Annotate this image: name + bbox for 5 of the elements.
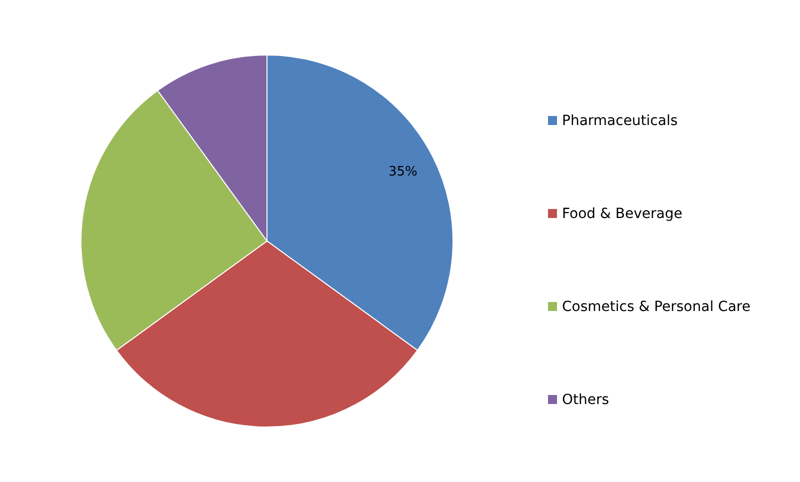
legend-label: Cosmetics & Personal Care <box>562 299 750 315</box>
legend-label: Pharmaceuticals <box>562 113 678 129</box>
data-label: 35% <box>388 164 418 180</box>
legend-label: Others <box>562 392 610 408</box>
legend-label: Food & Beverage <box>562 206 682 222</box>
